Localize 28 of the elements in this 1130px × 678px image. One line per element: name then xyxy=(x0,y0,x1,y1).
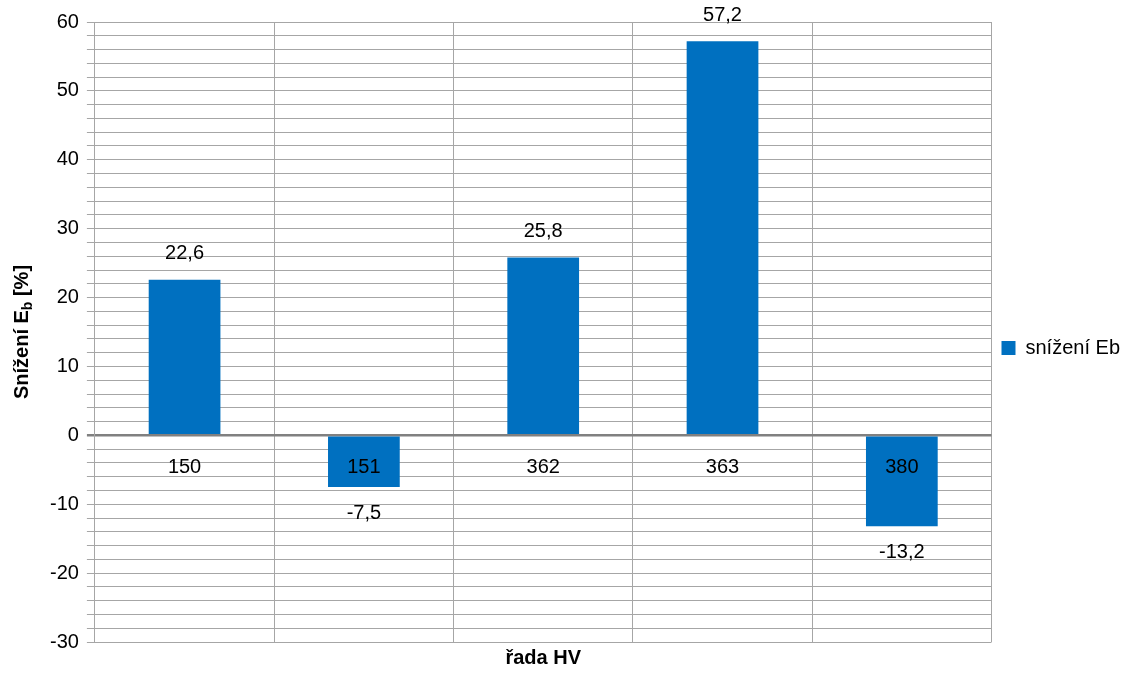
y-tick-label: 20 xyxy=(56,285,79,308)
y-tick-label: -20 xyxy=(50,560,79,583)
y-tick-label: 50 xyxy=(56,78,79,101)
bar xyxy=(328,436,400,487)
data-label: 25,8 xyxy=(523,219,563,242)
y-tick-label: 40 xyxy=(56,147,79,170)
bar xyxy=(507,257,580,435)
bar xyxy=(148,279,221,435)
x-tick-label: 363 xyxy=(705,454,740,477)
y-tick-label: -10 xyxy=(50,491,79,514)
x-tick-label: 151 xyxy=(347,454,381,477)
bar xyxy=(865,436,938,527)
data-label: 57,2 xyxy=(703,2,742,25)
data-label: 22,6 xyxy=(165,241,205,264)
y-tick-label: 10 xyxy=(56,353,79,376)
y-tick-label: -30 xyxy=(50,629,79,652)
legend-label: snížení Eb xyxy=(1025,335,1121,358)
y-axis-title: Snížení Eb [%] xyxy=(9,264,35,400)
x-tick-label: 150 xyxy=(167,454,202,477)
x-axis-title: řada HV xyxy=(505,645,582,668)
y-tick-label: 60 xyxy=(56,9,79,32)
x-tick-label: 362 xyxy=(526,454,560,477)
data-label: -13,2 xyxy=(879,539,925,562)
y-tick-label: 0 xyxy=(67,422,79,445)
y-tick-label: 30 xyxy=(56,216,79,239)
x-tick-label: 380 xyxy=(885,454,919,477)
data-label: -7,5 xyxy=(346,500,382,523)
bar xyxy=(686,41,759,435)
